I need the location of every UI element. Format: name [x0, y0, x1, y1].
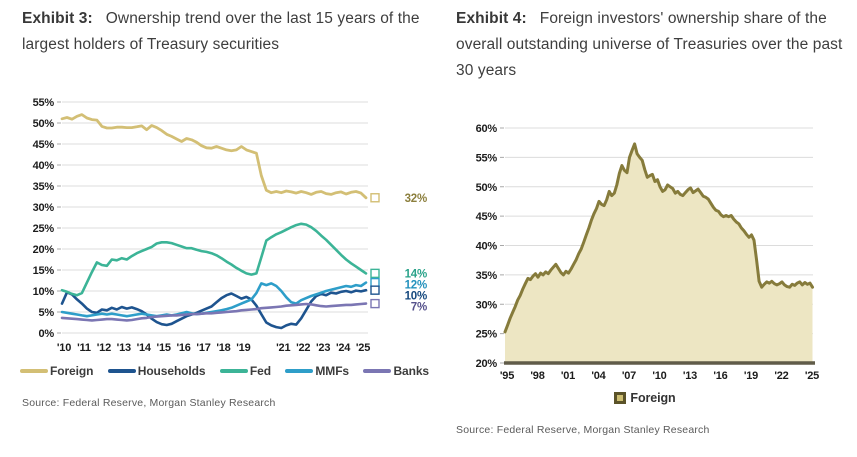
x-tick-label: '98: [530, 370, 544, 382]
x-tick-label: '12: [97, 342, 111, 354]
y-tick-label: 0%: [39, 328, 55, 340]
legend-swatch-households: [107, 369, 136, 373]
x-tick-label: '19: [236, 342, 250, 354]
y-tick-label: 50%: [33, 118, 55, 130]
end-marker-foreign: [370, 193, 380, 203]
series-line-fed: [60, 222, 368, 297]
exhibit4-title: Exhibit 4: Foreign investors' ownership s…: [456, 6, 857, 84]
end-label-fed: 14%: [405, 268, 427, 280]
y-tick-label: 20%: [476, 358, 498, 370]
exhibit4-source: Source: Federal Reserve, Morgan Stanley …: [456, 424, 710, 436]
x-tick-label: '24: [336, 342, 351, 354]
y-tick-label: 35%: [476, 270, 498, 282]
series-line-foreign: [60, 113, 368, 200]
legend-item-fed: Fed: [219, 364, 271, 378]
y-tick-label: 20%: [33, 244, 55, 256]
legend-swatch-fed: [219, 369, 248, 373]
x-axis-labels: '95 '98 '01 '04 '07 '10 '13 '16 '19 '22 '25: [500, 370, 819, 382]
x-tick-label: '10: [652, 370, 666, 382]
legend-swatch-mmfs: [285, 369, 314, 373]
y-tick-label: 15%: [33, 265, 55, 277]
x-tick-label: '21: [276, 342, 290, 354]
x-tick-label: '11: [77, 342, 91, 354]
series-line-banks: [60, 302, 368, 322]
x-tick-label: '15: [157, 342, 171, 354]
y-tick-label: 50%: [476, 182, 498, 194]
end-label-banks: 7%: [411, 301, 427, 313]
exhibit4-label: Exhibit 4:: [456, 10, 527, 27]
y-tick-label: 55%: [33, 97, 55, 109]
y-tick-label: 30%: [33, 202, 55, 214]
exhibit3-title-text: Ownership trend over the last 15 years o…: [22, 10, 420, 53]
series-area-foreign: [505, 143, 813, 363]
legend-swatch-banks: [363, 369, 392, 373]
y-tick-label: 5%: [39, 307, 55, 319]
y-axis-labels: 20% 25% 30% 35% 40% 45% 50% 55% 60%: [476, 123, 498, 370]
end-marker-households: [370, 285, 380, 295]
x-tick-label: '18: [216, 342, 230, 354]
exhibit3-source: Source: Federal Reserve, Morgan Stanley …: [22, 397, 276, 409]
x-tick-label: '25: [805, 370, 819, 382]
end-label-households: 10%: [405, 290, 427, 302]
x-tick-label: '16: [176, 342, 190, 354]
x-tick-label: '13: [683, 370, 697, 382]
end-marker-mmfs: [370, 277, 380, 288]
x-tick-label: '16: [713, 370, 727, 382]
exhibit4-legend-label: Foreign: [630, 391, 676, 405]
legend-item-mmfs: MMFs: [285, 364, 349, 378]
end-marker-fed: [370, 268, 380, 279]
legend-label-fed: Fed: [249, 364, 271, 378]
x-tick-label: '04: [591, 370, 606, 382]
y-tick-label: 45%: [33, 139, 55, 151]
x-axis-labels: '10 '11 '12 '13 '14 '15 '16 '17 '18 '19 '21 '22 '23 '…: [57, 342, 371, 354]
end-label-mmfs: 12%: [405, 279, 427, 291]
legend-swatch-foreign: [20, 369, 48, 373]
end-label-foreign: 32%: [405, 193, 427, 205]
x-tick-label: '22: [774, 370, 788, 382]
y-tick-label: 60%: [476, 123, 498, 135]
end-marker-banks: [370, 298, 380, 309]
x-tick-label: '01: [561, 370, 575, 382]
exhibit3-title: Exhibit 3: Ownership trend over the last …: [22, 6, 426, 58]
x-tick-label: '14: [137, 342, 152, 354]
x-tick-label: '95: [500, 370, 514, 382]
foreign-legend-swatch-icon: [614, 392, 627, 404]
legend-label-foreign: Foreign: [50, 364, 94, 378]
exhibit4-legend: Foreign: [440, 391, 850, 405]
series-line-households: [60, 288, 368, 330]
legend-item-banks: Banks: [363, 364, 429, 378]
y-tick-label: 40%: [476, 241, 498, 253]
y-axis-labels: 0% 5% 10% 15% 20% 25% 30% 35% 40% 45% 50% 55%: [33, 97, 55, 340]
series-line-foreign: [503, 142, 814, 334]
legend-item-foreign: Foreign: [20, 364, 93, 378]
x-tick-label: '25: [356, 342, 370, 354]
legend-item-households: Households: [107, 364, 206, 378]
exhibit4-area-chart: 20%25%30%35%40%45%50%55%60%'95'98'01'04 '…: [476, 123, 820, 382]
gridlines: [57, 101, 368, 334]
exhibit3-line-chart: 0% 5% 10% 15% 20% 25% 30% 35% 40% 45% 50% 55% '10 '11…: [33, 97, 428, 354]
x-tick-label: '13: [117, 342, 131, 354]
y-tick-label: 55%: [476, 152, 498, 164]
x-tick-label: '23: [316, 342, 330, 354]
x-tick-label: '10: [57, 342, 71, 354]
legend-label-banks: Banks: [393, 364, 429, 378]
y-tick-label: 45%: [476, 211, 498, 223]
legend-label-mmfs: MMFs: [315, 364, 350, 378]
x-tick-label: '22: [296, 342, 310, 354]
x-tick-label: '17: [196, 342, 210, 354]
y-tick-label: 35%: [33, 181, 55, 193]
x-tick-label: '19: [744, 370, 758, 382]
y-tick-label: 25%: [476, 329, 498, 341]
exhibit3-legend: Foreign Households Fed MMFs Banks: [20, 364, 429, 378]
y-tick-label: 25%: [33, 223, 55, 235]
legend-label-households: Households: [137, 364, 206, 378]
y-tick-label: 40%: [33, 160, 55, 172]
x-tick-label: '07: [622, 370, 636, 382]
exhibit3-label: Exhibit 3:: [22, 10, 93, 27]
y-tick-label: 30%: [476, 299, 498, 311]
y-tick-label: 10%: [33, 286, 55, 298]
exhibit4-title-text: Foreign investors' ownership share of th…: [456, 10, 843, 79]
series-line-mmfs: [60, 281, 368, 318]
